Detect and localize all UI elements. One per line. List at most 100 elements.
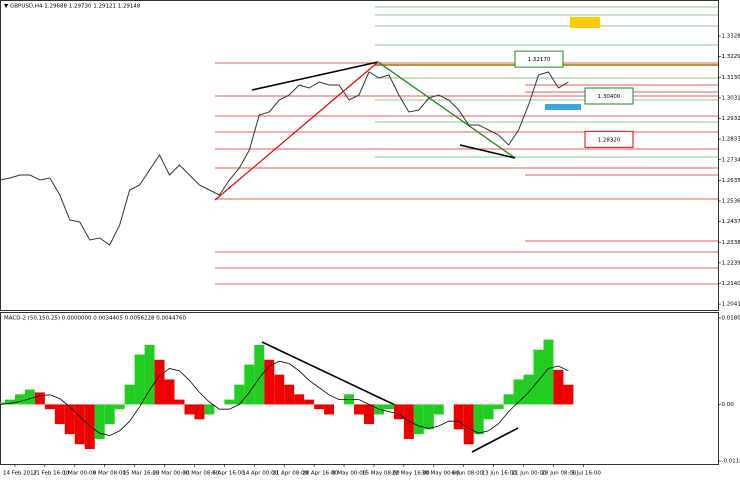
histogram-bar: [134, 354, 145, 405]
y-tick-label: 1.26350: [722, 178, 740, 184]
price-box-label: 1.32170: [528, 57, 551, 63]
x-tick-label: 6 Apr 16:00: [212, 471, 245, 477]
histogram-bar: [284, 384, 295, 405]
histogram-bar: [174, 399, 185, 405]
histogram-bar: [94, 404, 105, 439]
y-tick-label: 0.00: [722, 402, 735, 408]
y-tick-label: 1.23380: [722, 240, 740, 246]
price-box: [584, 87, 634, 105]
histogram-bar: [423, 404, 434, 430]
histogram-bar: [44, 404, 55, 410]
histogram-bar: [463, 404, 474, 445]
price-box-label: 1.28320: [598, 137, 621, 143]
x-tick-label: 30 Mar 08:00: [182, 471, 219, 477]
x-tick-label: 5 Jul 16:00: [571, 471, 601, 477]
histogram-bar: [274, 374, 285, 405]
histogram-bar: [453, 404, 464, 430]
histogram-bar: [254, 344, 265, 405]
x-tick-label: 15 May 08:00: [362, 471, 400, 477]
x-tick-label: 13 Jun 16:00: [482, 471, 517, 477]
histogram-bar: [154, 359, 165, 405]
histogram-bar: [14, 394, 25, 405]
x-tick-label: 6 Jun 08:00: [452, 471, 484, 477]
x-tick-label: 8 May 00:00: [332, 471, 367, 477]
histogram-bar: [473, 404, 484, 435]
histogram-bar: [264, 359, 275, 405]
histogram-bar: [234, 384, 245, 405]
histogram-bar: [244, 364, 255, 405]
histogram-bar: [433, 404, 444, 415]
x-tick-label: 22 May 16:00: [392, 471, 430, 477]
y-tick-label: 1.29320: [722, 116, 740, 122]
histogram-bar: [64, 404, 75, 435]
histogram-bar: [34, 392, 45, 405]
histogram-bar: [314, 404, 325, 410]
y-tick-label: 1.33280: [722, 34, 740, 40]
chart-title: ▼ GBPUSD,H4 1.29688 1.29730 1.29121 1.29…: [4, 4, 141, 10]
x-tick-label: 21 Jun 00:00: [512, 471, 547, 477]
histogram-bar: [483, 404, 494, 420]
histogram-bar: [0, 402, 5, 405]
histogram-bar: [493, 404, 504, 410]
x-tick-label: 21 Apr 08:00: [272, 471, 308, 477]
histogram-bar: [54, 404, 65, 425]
histogram-bar: [393, 404, 404, 420]
histogram-bar: [144, 344, 155, 405]
x-tick-label: 14 Feb 2017: [3, 471, 38, 477]
histogram-bar: [354, 404, 364, 415]
histogram-bar: [124, 384, 135, 405]
x-tick-label: 28 Jun 08:00: [541, 471, 576, 477]
price-pane: [0, 0, 719, 311]
histogram-bar: [363, 404, 374, 425]
histogram-bar: [563, 384, 574, 405]
histogram-bar: [204, 404, 215, 415]
signal-line: [0, 360, 569, 437]
y-tick-label: 1.30310: [722, 95, 740, 101]
y-tick-label: 1.32290: [722, 54, 740, 60]
price-line: [0, 71, 569, 246]
histogram-bar: [194, 404, 205, 420]
histogram-bar: [164, 379, 175, 405]
y-tick-label: 0.018014: [722, 315, 740, 321]
x-tick-label: 14 Apr 00:00: [242, 471, 278, 477]
histogram-bar: [383, 404, 394, 410]
histogram-bar: [304, 399, 315, 405]
price-box: [584, 130, 634, 148]
histogram-bar: [513, 379, 524, 405]
histogram-bar: [503, 394, 514, 405]
y-tick-label: 1.28330: [722, 137, 740, 143]
macd-title: MACD-2 (50,150,25) 0.0000000 0.0034405 0…: [4, 316, 186, 322]
histogram-bar: [523, 374, 534, 405]
histogram-bar: [24, 389, 35, 405]
histogram-bar: [74, 404, 85, 445]
histogram-bar: [294, 394, 305, 405]
x-tick-label: 28 Apr 16:00: [302, 471, 338, 477]
trend-lines: [214, 61, 519, 453]
histogram-bar: [553, 369, 564, 405]
price-box-label: 1.30400: [598, 94, 621, 100]
histogram-bar: [413, 404, 424, 435]
histogram-bar: [543, 339, 554, 405]
histogram-bar: [184, 404, 195, 415]
y-tick-label: 1.21400: [722, 281, 740, 287]
x-tick-label: 21 Feb 16:00: [33, 471, 70, 477]
y-tick-label: 1.24370: [722, 219, 740, 225]
fib-levels: [215, 6, 718, 285]
histogram-bar: [4, 399, 15, 405]
x-tick-label: 23 Mar 00:00: [153, 471, 190, 477]
histogram-bar: [114, 404, 125, 410]
histogram-bar: [224, 399, 235, 405]
x-tick-label: 30 May 00:00: [422, 471, 460, 477]
histogram-bar: [533, 349, 544, 405]
histogram-bar: [104, 404, 115, 425]
y-tick-label: 1.31300: [722, 75, 740, 81]
histogram-bar: [324, 404, 335, 415]
x-tick-label: 1 Mar 00:00: [63, 471, 97, 477]
y-tick-label: 1.22390: [722, 260, 740, 266]
y-tick-label: 1.27340: [722, 157, 740, 163]
x-tick-label: 15 Mar 16:00: [123, 471, 160, 477]
y-tick-label: 1.25360: [722, 199, 740, 205]
x-tick-label: 8 Mar 08:00: [93, 471, 127, 477]
